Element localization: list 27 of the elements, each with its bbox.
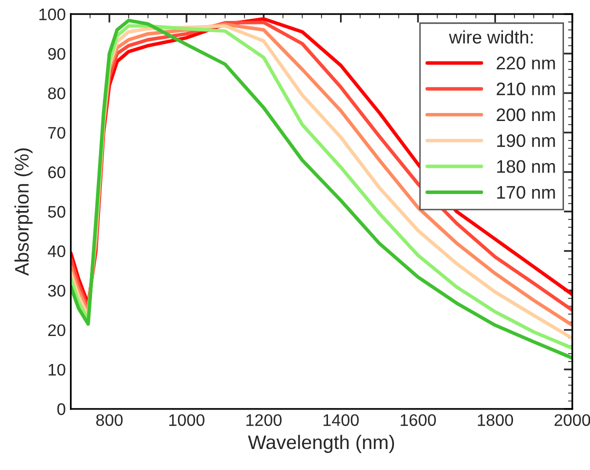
legend-label: 170 nm: [497, 186, 555, 199]
legend-label: 210 nm: [496, 82, 555, 96]
x-tick-label: 800: [96, 414, 123, 426]
legend-title: wire width:: [448, 30, 533, 44]
y-tick-label: 70: [48, 126, 66, 139]
y-tick-label: 50: [48, 206, 66, 218]
y-tick-label: 10: [48, 364, 66, 376]
legend-label: 200 nm: [496, 108, 555, 122]
x-tick-label: 1200: [246, 414, 282, 426]
y-tick-label: 100: [39, 8, 66, 20]
x-tick-label: 1800: [478, 414, 514, 426]
y-tick-label: 60: [48, 166, 66, 178]
y-tick-label: 20: [48, 324, 66, 336]
y-tick-label: 90: [48, 48, 66, 60]
y-tick-label: 40: [48, 245, 66, 258]
legend-label: 190 nm: [497, 134, 555, 148]
y-tick-label: 0: [57, 403, 66, 416]
y-tick-label: 30: [48, 284, 66, 297]
x-tick-label: 2000: [554, 414, 590, 426]
x-tick-label: 1600: [400, 414, 436, 426]
x-tick-label: 1000: [169, 414, 204, 426]
y-axis-title: Absorption (%): [14, 148, 33, 276]
legend-label: 220 nm: [496, 56, 555, 70]
y-tick-label: 80: [48, 87, 66, 100]
legend-label: 180 nm: [497, 160, 555, 173]
x-axis-title: Wavelength (nm): [248, 434, 394, 453]
x-tick-label: 1400: [324, 414, 359, 426]
